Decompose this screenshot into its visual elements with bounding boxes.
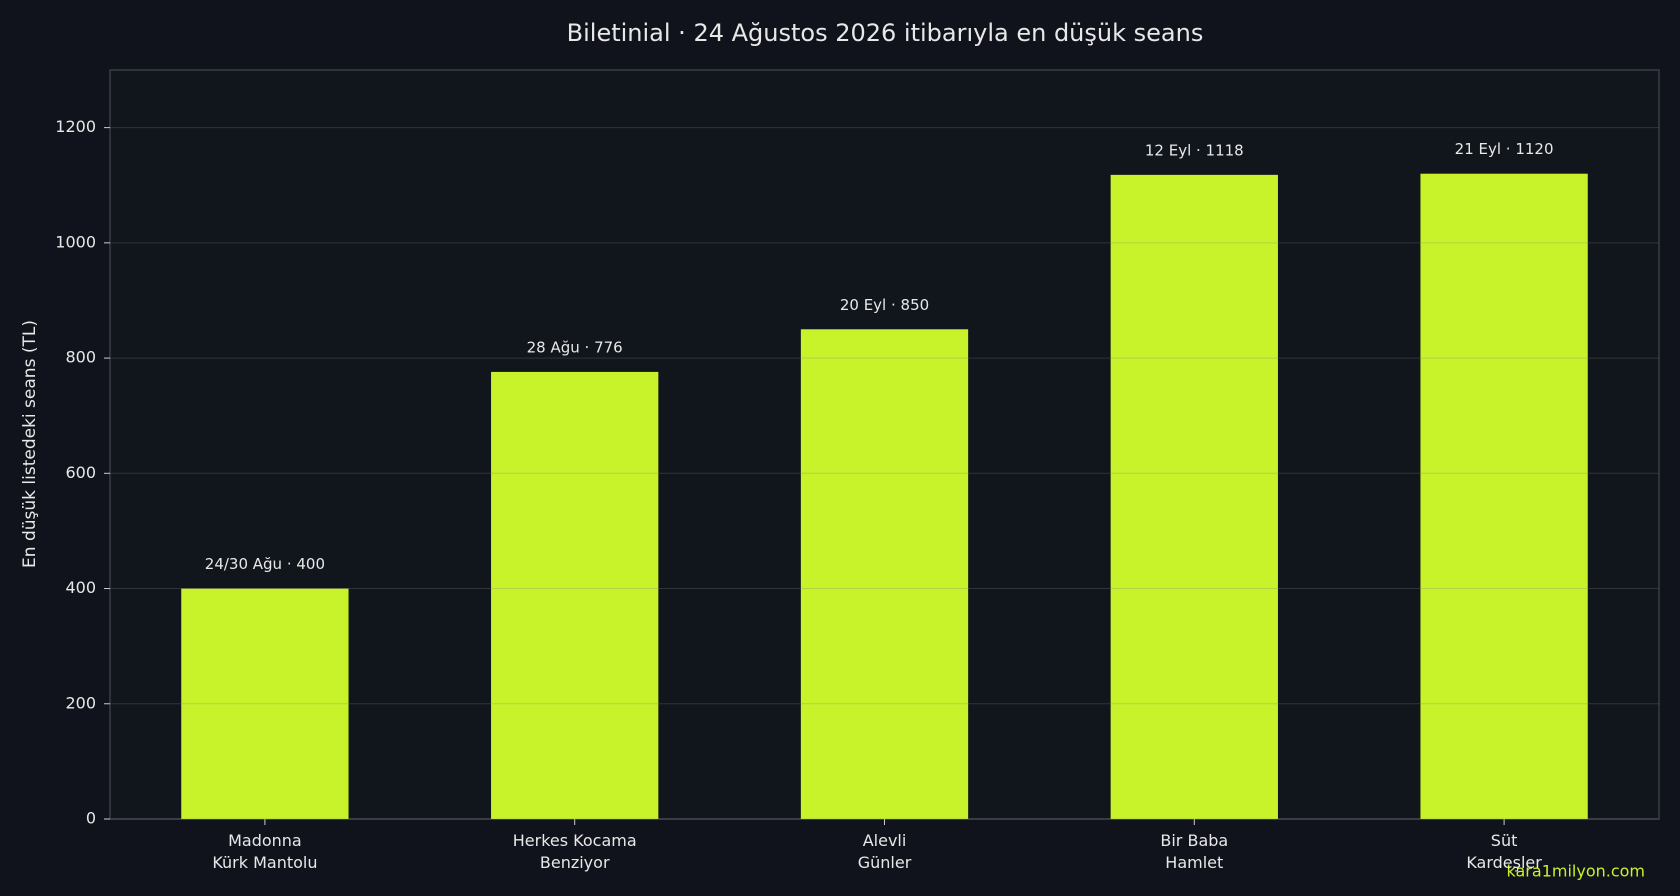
- x-tick-label-line: Günler: [858, 853, 912, 872]
- value-label: 24/30 Ağu · 400: [205, 555, 325, 573]
- x-tick-label: Alevli Günler: [858, 831, 912, 872]
- y-tick-label: 1200: [55, 117, 96, 136]
- x-tick-label-line: Alevli: [863, 831, 907, 850]
- chart-title: Biletinial · 24 Ağustos 2026 itibarıyla …: [567, 19, 1204, 47]
- value-label: 20 Eyl · 850: [840, 296, 929, 314]
- y-tick-label: 800: [65, 348, 96, 367]
- y-tick-label: 1000: [55, 232, 96, 251]
- x-tick-label-line: Süt: [1491, 831, 1518, 850]
- x-tick-label-line: Benziyor: [540, 853, 610, 872]
- value-label: 28 Ağu · 776: [527, 338, 623, 356]
- watermark: kara1milyon.com: [1507, 862, 1645, 881]
- x-tick-label-line: Hamlet: [1165, 853, 1223, 872]
- bar: [800, 329, 969, 819]
- y-axis-label: En düşük listedeki seans (TL): [20, 320, 40, 568]
- x-tick-label: Herkes Kocama Benziyor: [513, 831, 637, 872]
- x-tick-label-line: Bir Baba: [1160, 831, 1228, 850]
- bar: [491, 371, 659, 819]
- x-tick-label-line: Madonna: [228, 831, 302, 850]
- value-label: 12 Eyl · 1118: [1145, 141, 1244, 159]
- y-tick-label: 200: [65, 693, 96, 712]
- x-tick-label: Madonna Kürk Mantolu: [212, 831, 317, 872]
- y-tick-label: 0: [86, 809, 96, 828]
- x-tick-label-line: Kürk Mantolu: [212, 853, 317, 872]
- bar: [1420, 173, 1588, 819]
- bar: [181, 588, 349, 819]
- y-tick-label: 400: [65, 578, 96, 597]
- bar: [1110, 174, 1278, 820]
- x-tick-label-line: Kardeşler: [1466, 853, 1542, 872]
- x-tick-label-line: Herkes Kocama: [513, 831, 637, 850]
- x-tick-label: Bir Baba Hamlet: [1160, 831, 1228, 872]
- value-label: 21 Eyl · 1120: [1455, 140, 1554, 158]
- x-tick-label: Süt Kardeşler: [1466, 831, 1542, 872]
- y-tick-label: 600: [65, 463, 96, 482]
